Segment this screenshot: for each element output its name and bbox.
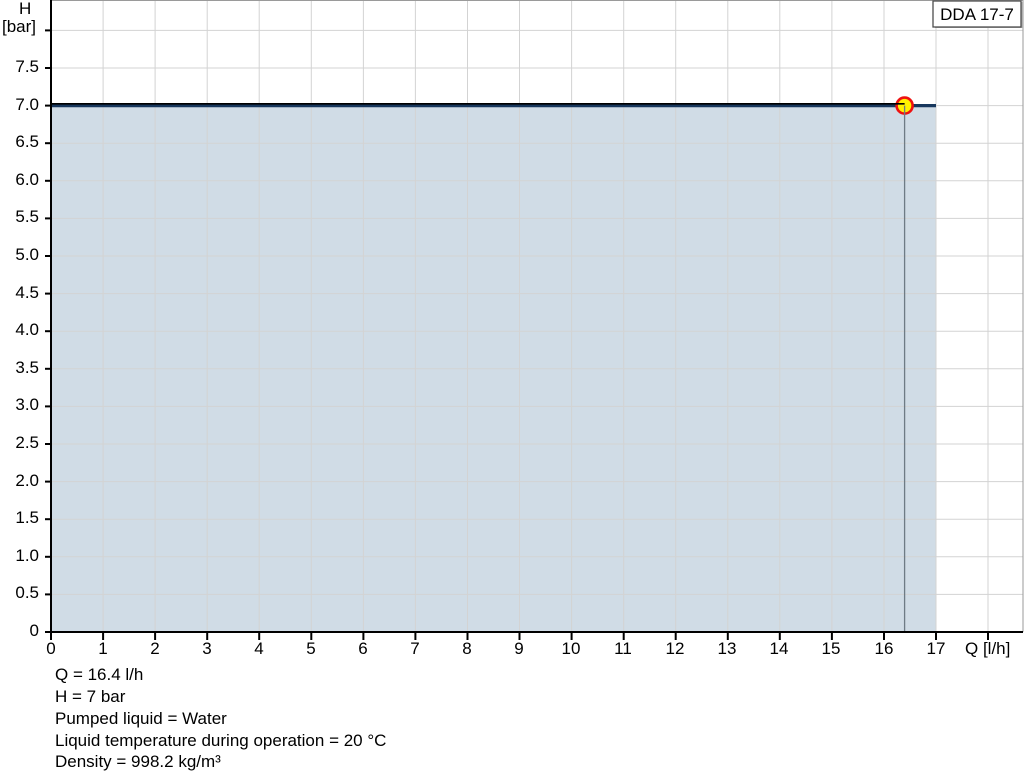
svg-text:DDA 17-7: DDA 17-7 [940,5,1014,24]
